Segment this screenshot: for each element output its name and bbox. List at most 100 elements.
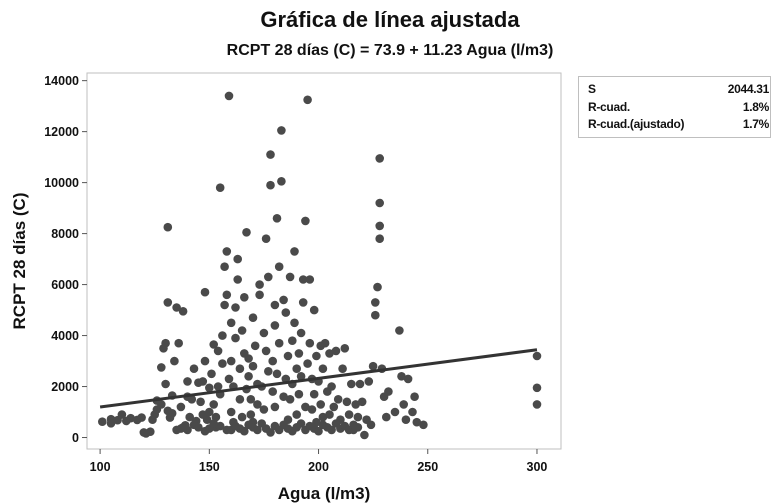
data-point: [353, 412, 363, 422]
y-tick-label: 0: [72, 431, 79, 445]
data-point: [163, 298, 173, 307]
data-point: [106, 414, 116, 424]
data-point: [244, 354, 253, 363]
data-point: [270, 300, 280, 310]
data-point: [314, 426, 323, 436]
data-point: [384, 387, 393, 396]
data-point: [375, 234, 385, 243]
data-point: [309, 389, 319, 399]
data-point: [264, 367, 273, 376]
data-point: [375, 221, 385, 231]
stats-label: R-cuad.: [588, 99, 630, 114]
data-point: [270, 402, 280, 412]
data-point: [303, 95, 312, 105]
data-point: [371, 310, 380, 320]
data-point: [312, 351, 321, 361]
data-point: [327, 382, 336, 391]
data-point: [163, 222, 173, 232]
data-point: [250, 341, 260, 351]
data-point: [189, 420, 199, 430]
data-point: [270, 321, 280, 330]
data-point: [305, 338, 315, 348]
data-point: [178, 307, 188, 316]
y-tick-label: 4000: [51, 329, 79, 343]
x-axis-label: Agua (l/m3): [278, 484, 371, 503]
data-point: [161, 379, 170, 389]
data-point: [174, 338, 183, 348]
data-point: [292, 410, 302, 419]
data-point: [325, 349, 334, 358]
data-point: [301, 216, 310, 226]
data-point: [220, 300, 229, 310]
data-point: [338, 364, 347, 374]
data-point: [294, 389, 304, 399]
data-point: [266, 428, 275, 437]
data-point: [200, 356, 210, 366]
data-point: [231, 333, 240, 343]
data-point: [189, 364, 199, 374]
data-point: [233, 254, 242, 264]
data-point: [294, 349, 304, 358]
data-point: [408, 407, 417, 417]
data-point: [253, 425, 262, 435]
data-point: [224, 91, 234, 101]
data-point: [226, 318, 236, 328]
data-point: [342, 397, 352, 407]
data-point: [296, 328, 306, 338]
data-point: [253, 400, 262, 409]
data-point: [207, 369, 216, 379]
data-point: [307, 405, 317, 414]
data-point: [233, 275, 242, 284]
y-tick-label: 14000: [44, 74, 79, 88]
data-point: [248, 361, 258, 371]
data-point: [242, 228, 251, 237]
data-point: [244, 372, 253, 381]
data-point: [390, 407, 400, 417]
chart-subtitle: RCPT 28 días (C) = 73.9 + 11.23 Agua (l/…: [227, 42, 554, 59]
x-tick-label: 200: [308, 460, 329, 474]
data-point: [309, 305, 319, 315]
data-point: [146, 427, 155, 437]
data-point: [368, 361, 378, 371]
data-point: [264, 272, 273, 282]
data-point: [357, 397, 367, 407]
data-point: [283, 351, 293, 361]
data-point: [344, 410, 354, 419]
data-point: [183, 377, 192, 386]
data-point: [285, 272, 295, 282]
data-point: [331, 346, 341, 356]
data-point: [279, 295, 288, 305]
data-point: [364, 377, 374, 386]
model-summary-table: S 2044.31 R-cuad. 1.8% R-cuad.(ajustado)…: [578, 76, 771, 138]
data-point: [281, 308, 291, 317]
stats-row-s: S 2044.31: [579, 81, 770, 99]
data-point: [395, 326, 404, 335]
data-point: [298, 275, 308, 284]
data-point: [117, 410, 127, 419]
data-point: [419, 420, 428, 430]
data-point: [382, 412, 391, 422]
data-point: [333, 395, 343, 404]
data-point: [292, 364, 302, 374]
data-point: [226, 407, 236, 417]
stats-row-r-squared-adjusted: R-cuad.(ajustado) 1.7%: [579, 116, 770, 134]
data-point: [266, 180, 275, 190]
data-point: [205, 383, 214, 393]
data-point: [185, 412, 194, 422]
data-point: [231, 303, 240, 312]
data-point: [196, 397, 205, 407]
data-point: [347, 379, 356, 389]
data-point: [272, 369, 282, 379]
data-point: [532, 383, 542, 393]
x-tick-label: 300: [527, 460, 548, 474]
y-tick-label: 8000: [51, 227, 79, 241]
data-point: [161, 338, 170, 348]
data-point: [360, 430, 369, 440]
data-point: [296, 372, 306, 381]
data-point: [215, 421, 225, 431]
data-point: [172, 425, 181, 435]
data-point: [366, 420, 376, 430]
data-point: [255, 290, 264, 300]
data-point: [220, 262, 229, 272]
data-point: [259, 328, 269, 338]
